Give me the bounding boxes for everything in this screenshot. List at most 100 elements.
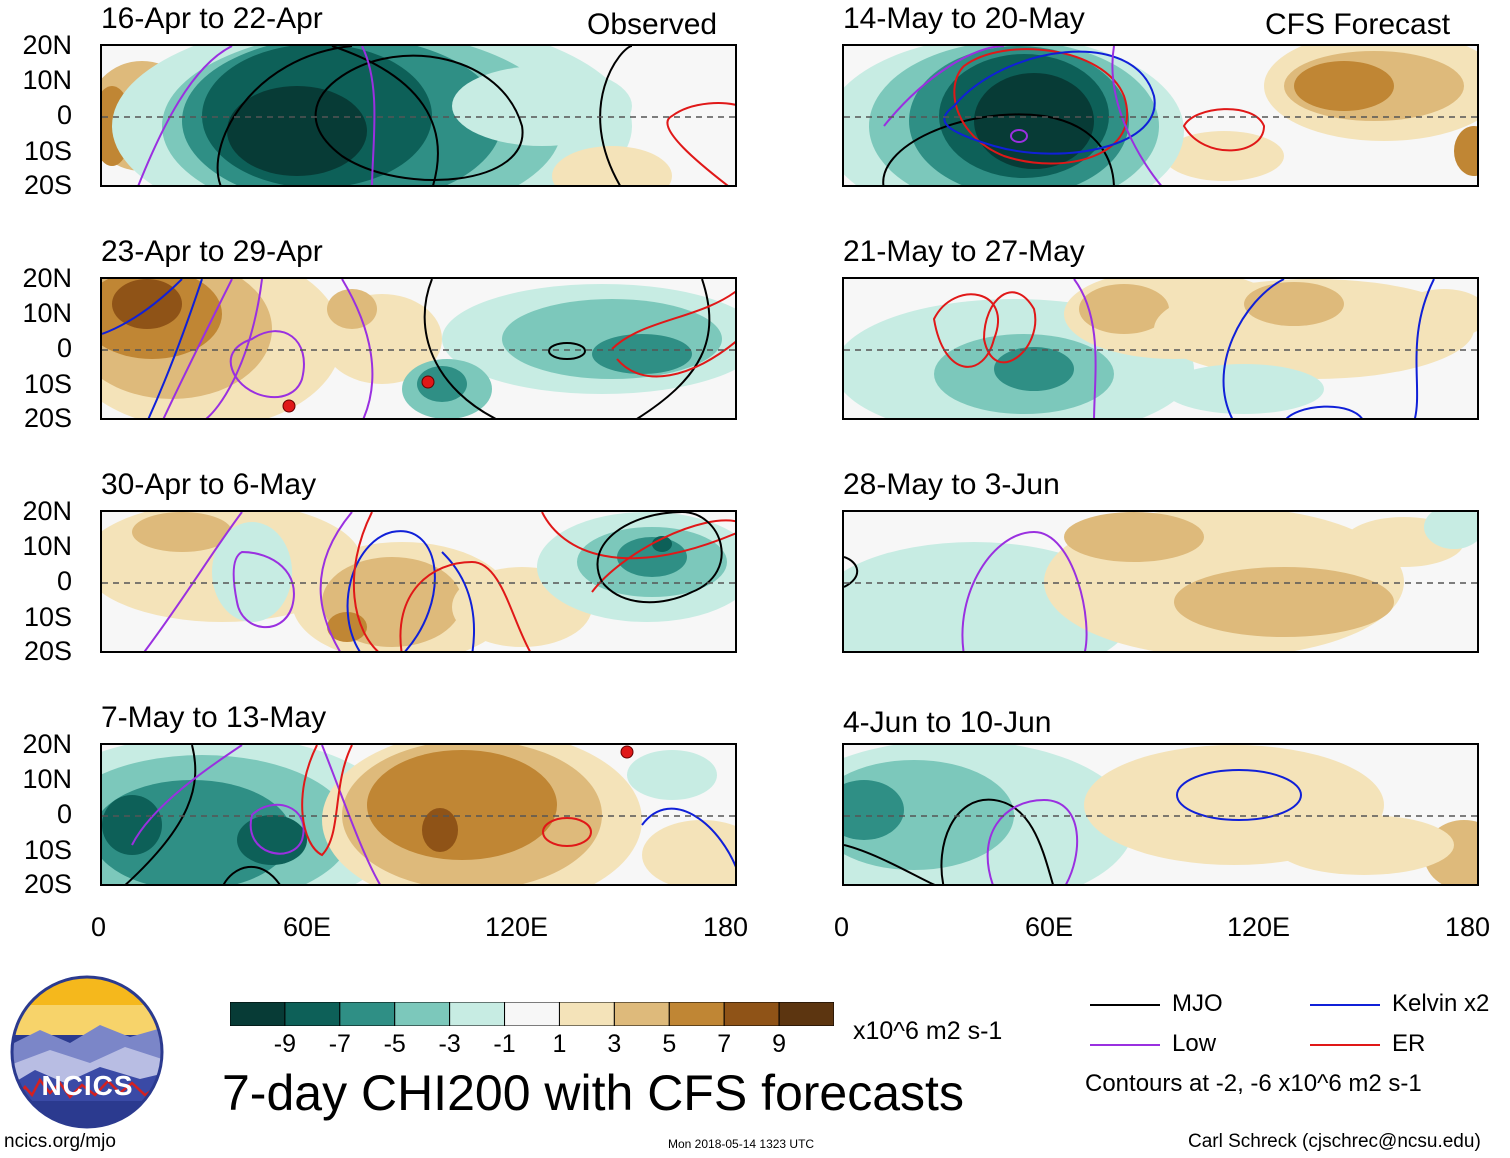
er-contour [611, 290, 735, 378]
colorbar-swatch [613, 1001, 670, 1027]
colorbar [229, 1001, 835, 1027]
anomaly-blob [627, 750, 717, 800]
low-contour [1010, 129, 1028, 143]
kelvin-contour [1286, 405, 1363, 418]
lat-label: 10S [23, 602, 72, 632]
anomaly-blob [974, 73, 1094, 169]
anomaly-blob [1174, 567, 1394, 637]
lon-label: 120E [485, 912, 549, 942]
lat-label: 10N [22, 298, 72, 328]
anomaly-blob [327, 612, 367, 642]
map-svg-o3 [102, 512, 735, 651]
colorbar-units: x10^6 m2 s-1 [853, 1017, 1003, 1045]
low-contour [143, 512, 353, 651]
er-contour [301, 745, 353, 857]
legend: MJO Low Kelvin x2 ER Contours at -2, -6 … [1085, 990, 1505, 1100]
panel-title-forecast-1: 14-May to 20-May [843, 2, 1085, 35]
anomaly-blob [1424, 512, 1477, 549]
forecast-label: CFS Forecast [1265, 8, 1451, 41]
lon-label: 180 [703, 912, 749, 942]
mjo-contour [596, 512, 723, 604]
lat-label: 20S [23, 869, 72, 899]
ncics-logo: NCICS [10, 975, 165, 1130]
er-contour [982, 291, 1037, 364]
lat-label: 10N [22, 764, 72, 794]
mjo-contour [844, 556, 859, 588]
colorbar-tick: 7 [717, 1030, 732, 1058]
lat-label: 0 [56, 333, 72, 363]
low-contour [986, 798, 1079, 884]
panel-title-observed-3: 30-Apr to 6-May [101, 468, 317, 501]
logo-text: NCICS [41, 1070, 134, 1101]
er-contour [352, 512, 531, 651]
map-panel-forecast-2 [842, 277, 1479, 420]
mjo-contour [548, 342, 586, 360]
map-panel-observed-4 [100, 743, 737, 886]
anomaly-blob [422, 808, 458, 852]
legend-label-kelvin: Kelvin x2 [1392, 990, 1490, 1017]
low-contour [341, 279, 374, 418]
anomaly-blob [227, 86, 367, 176]
er-contour [542, 817, 592, 847]
er-contour [1182, 108, 1266, 152]
mjo-contour [636, 279, 711, 418]
low-contour [249, 803, 305, 855]
colorbar-swatch [558, 1001, 615, 1027]
anomaly-blob [1064, 512, 1204, 562]
anomaly-blob [237, 815, 307, 865]
lat-label: 10N [22, 531, 72, 561]
lat-label: 20N [22, 729, 72, 759]
anomaly-blob [1154, 279, 1474, 379]
map-panel-forecast-4 [842, 743, 1479, 886]
low-contour [961, 530, 1088, 651]
footer-timestamp: Mon 2018-05-14 1323 UTC [668, 1137, 815, 1151]
legend-label-mjo: MJO [1172, 990, 1223, 1017]
map-svg-o2 [102, 279, 735, 418]
anomaly-blob [844, 780, 904, 840]
low-contour [229, 330, 305, 398]
lat-label: 10S [23, 369, 72, 399]
observed-label: Observed [587, 8, 718, 41]
colorbar-tick: -3 [438, 1030, 461, 1058]
kelvin-contour [1176, 769, 1302, 821]
mjo-contour [599, 46, 633, 185]
lon-label: 180 [1445, 912, 1491, 942]
panel-title-forecast-4: 4-Jun to 10-Jun [843, 706, 1052, 739]
legend-label-er: ER [1392, 1030, 1426, 1057]
lat-label: 20S [23, 403, 72, 433]
cyclone-marker [620, 745, 634, 759]
lat-label: 20S [23, 170, 72, 200]
colorbar-swatch [394, 1001, 451, 1027]
kelvin-contour [441, 551, 475, 651]
low-contour [137, 46, 376, 185]
map-panel-observed-3 [100, 510, 737, 653]
mjo-contour [844, 798, 1054, 884]
chart-title: 7-day CHI200 with CFS forecasts [222, 1065, 964, 1121]
lon-label: 120E [1227, 912, 1291, 942]
anomaly-blob [652, 536, 672, 552]
colorbar-swatch [723, 1001, 780, 1027]
lat-label: 20N [22, 496, 72, 526]
panel-title-observed-1: 16-Apr to 22-Apr [101, 2, 323, 35]
colorbar-swatch [449, 1001, 506, 1027]
colorbar-tick: -9 [273, 1030, 297, 1058]
er-contour [932, 293, 999, 368]
map-panel-observed-1 [100, 44, 737, 187]
anomaly-blob [1244, 282, 1344, 326]
map-svg-f4 [844, 745, 1477, 884]
colorbar-tick: 1 [552, 1030, 567, 1058]
mjo-contour [216, 46, 439, 185]
map-panel-forecast-3 [842, 510, 1479, 653]
kelvin-contour [102, 279, 203, 418]
er-contour [666, 102, 735, 185]
lat-label: 0 [56, 799, 72, 829]
colorbar-tick: -1 [493, 1030, 516, 1058]
anomaly-blob [132, 512, 232, 552]
cyclone-marker [282, 399, 296, 413]
low-contour [131, 745, 381, 884]
er-contour [541, 512, 735, 560]
footer-url[interactable]: ncics.org/mjo [4, 1131, 116, 1152]
lon-label: 60E [283, 912, 332, 942]
map-svg-f1 [844, 46, 1477, 185]
mjo-contour [423, 279, 497, 418]
